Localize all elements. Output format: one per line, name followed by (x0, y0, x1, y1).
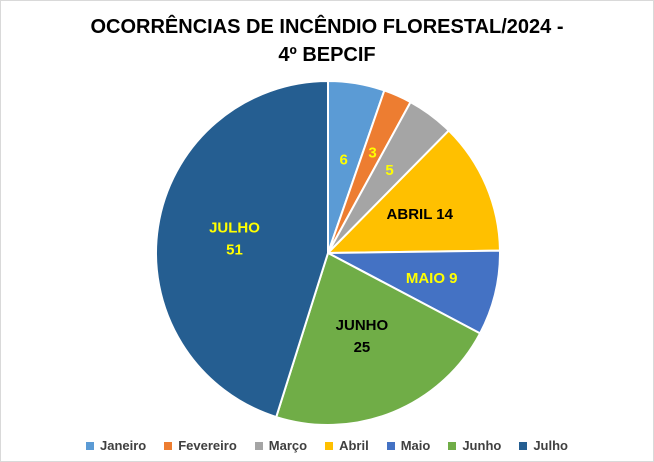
legend-swatch (386, 441, 395, 450)
data-label-fevereiro: 3 (368, 144, 376, 161)
data-label-maio: MAIO 9 (406, 270, 458, 287)
legend-item-março: Março (254, 438, 308, 453)
data-label-junho: JUNHO 25 (336, 317, 389, 356)
data-label-julho: JULHO 51 (209, 220, 260, 259)
legend-label: Maio (400, 438, 431, 453)
legend-item-julho: Julho (519, 438, 568, 453)
chart-legend: Janeiro Fevereiro Março Abril Maio Junho Julho (1, 438, 653, 453)
chart-title-line1: OCORRÊNCIAS DE INCÊNDIO FLORESTAL/2024 - (90, 16, 564, 38)
legend-item-janeiro: Janeiro (85, 438, 147, 453)
legend-label: Abril (339, 438, 369, 453)
legend-item-fevereiro: Fevereiro (164, 438, 237, 453)
legend-swatch (519, 441, 528, 450)
pie-slice-abril (325, 129, 501, 255)
legend-swatch (164, 441, 173, 450)
legend-item-junho: Junho (448, 438, 501, 453)
legend-label: Fevereiro (178, 438, 237, 453)
pie-slice-julho (155, 79, 329, 419)
pie-slice-junho (274, 251, 482, 426)
legend-swatch (325, 441, 334, 450)
legend-label: Junho (462, 438, 502, 453)
chart-title-line2: 4º BEPCIF (278, 44, 376, 66)
data-label-abril: ABRIL 14 (387, 206, 454, 223)
data-label-março: 5 (385, 162, 393, 179)
legend-label: Janeiro (99, 438, 147, 453)
chart-title: OCORRÊNCIAS DE INCÊNDIO FLORESTAL/2024 -… (1, 13, 653, 69)
legend-label: Julho (533, 438, 568, 453)
legend-swatch (85, 441, 94, 450)
legend-item-abril: Abril (325, 438, 369, 453)
data-label-janeiro: 6 (340, 152, 348, 169)
legend-swatch (254, 441, 263, 450)
legend-swatch (448, 441, 457, 450)
legend-item-maio: Maio (386, 438, 431, 453)
legend-label: Março (268, 438, 308, 453)
